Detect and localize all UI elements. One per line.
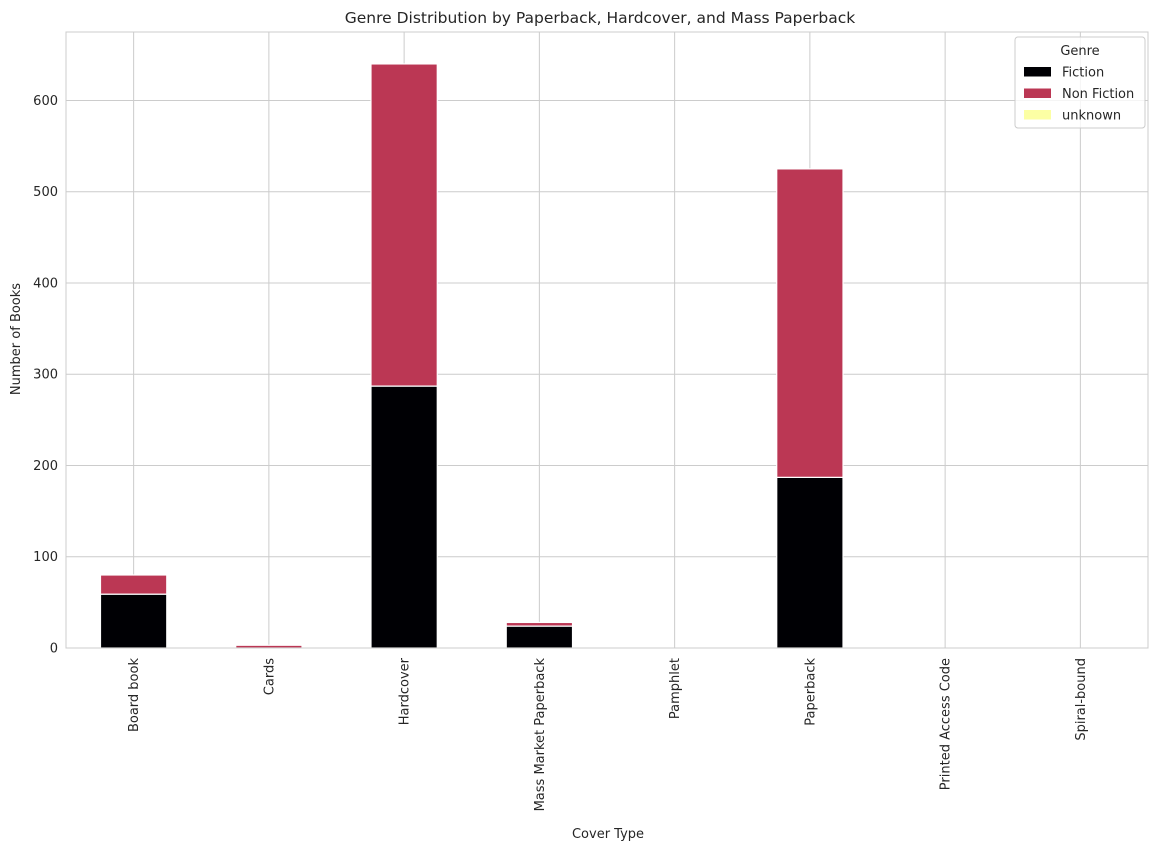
y-tick-label: 600 xyxy=(33,94,58,109)
legend-entry: Fiction xyxy=(1062,66,1104,81)
bar-segment xyxy=(505,625,574,649)
bar-segment xyxy=(99,574,168,595)
x-tick-label: Printed Access Code xyxy=(939,658,954,790)
x-tick-label: Spiral-bound xyxy=(1074,658,1089,741)
bar-segment xyxy=(99,593,168,649)
legend-items: Fiction Non Fiction unknown xyxy=(1024,66,1134,124)
y-tick-label: 400 xyxy=(33,276,58,291)
y-tick-labels: 0 100 200 300 400 500 600 xyxy=(33,94,58,657)
y-tick-label: 100 xyxy=(33,550,58,565)
x-tick-label: Paperback xyxy=(803,658,818,726)
legend-entry: Non Fiction xyxy=(1062,87,1134,102)
grid-lines xyxy=(66,32,1148,649)
bar-segment xyxy=(370,63,438,387)
bar-segment xyxy=(776,168,844,478)
x-tick-label: Cards xyxy=(262,658,277,695)
y-tick-label: 500 xyxy=(33,185,58,200)
x-tick-label: Board book xyxy=(127,658,142,732)
legend-box xyxy=(1014,36,1146,129)
x-tick-labels: Board book Cards Hardcover Mass Market Pape… xyxy=(127,657,1089,811)
y-tick-label: 300 xyxy=(33,368,58,383)
bar-segment xyxy=(505,621,574,627)
bar-segment xyxy=(776,476,844,649)
x-axis-label: Cover Type xyxy=(572,827,644,842)
x-tick-label: Hardcover xyxy=(398,657,413,725)
y-axis-label: Number of Books xyxy=(9,283,24,395)
legend-swatch xyxy=(1024,88,1051,98)
legend-swatch xyxy=(1024,67,1051,77)
legend-title: Genre xyxy=(1060,44,1099,59)
bars xyxy=(99,63,844,649)
legend: Genre Fiction Non Fiction unknown xyxy=(1014,36,1146,129)
bar-segment xyxy=(370,385,438,649)
y-tick-label: 200 xyxy=(33,459,58,474)
y-tick-label: 0 xyxy=(50,642,58,657)
x-tick-label: Mass Market Paperback xyxy=(533,658,548,812)
x-tick-label: Pamphlet xyxy=(668,658,683,719)
chart-title: Genre Distribution by Paperback, Hardcov… xyxy=(345,9,856,27)
plot-frame xyxy=(65,31,1149,649)
legend-swatch xyxy=(1024,110,1051,120)
legend-entry: unknown xyxy=(1062,109,1121,124)
